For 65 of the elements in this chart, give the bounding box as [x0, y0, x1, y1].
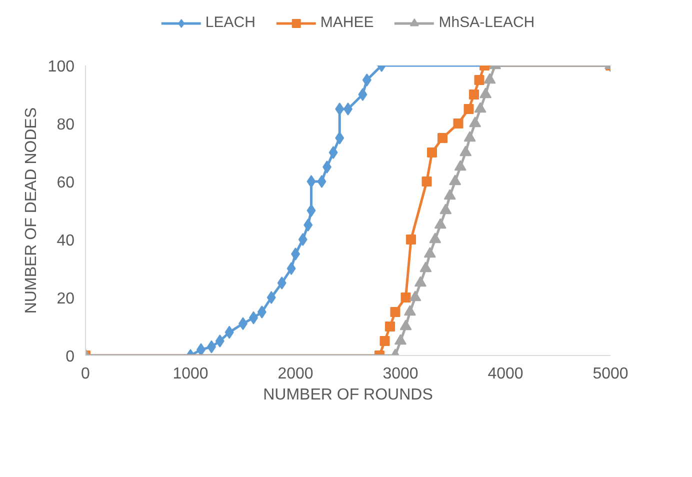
point: [469, 116, 482, 128]
point: [266, 291, 276, 304]
point: [306, 175, 316, 188]
y-tick-label: 40: [56, 232, 75, 250]
point: [400, 320, 412, 330]
point: [424, 247, 436, 258]
point: [469, 90, 479, 100]
point: [406, 234, 416, 244]
point: [390, 307, 400, 317]
point: [380, 336, 390, 346]
x-tick-label: 4000: [488, 366, 524, 382]
point: [358, 88, 368, 101]
point: [328, 146, 338, 159]
point: [429, 232, 442, 244]
point: [394, 334, 406, 345]
x-tick-label: 3000: [382, 366, 418, 382]
y-tick-label: 100: [48, 58, 75, 76]
point: [453, 118, 464, 128]
x-axis-title: NUMBER OF ROUNDS: [263, 386, 433, 404]
point: [304, 218, 313, 232]
y-axis-title: NUMBER OF DEAD NODES: [22, 107, 40, 314]
point: [454, 160, 466, 171]
point: [444, 189, 456, 200]
point: [404, 305, 416, 316]
legend-label: MhSA-LEACH: [438, 14, 535, 31]
point: [277, 276, 286, 290]
point: [257, 306, 266, 318]
y-tick-label: 60: [56, 174, 75, 192]
point: [409, 290, 422, 302]
point: [335, 132, 344, 144]
point: [449, 174, 462, 186]
point: [460, 146, 472, 156]
point: [196, 343, 206, 356]
point: [385, 322, 395, 332]
point: [484, 73, 496, 84]
y-tick-label: 20: [56, 290, 75, 308]
y-tick-label: 0: [66, 348, 75, 366]
point: [298, 233, 308, 246]
point: [414, 276, 426, 287]
point: [474, 102, 486, 113]
point: [464, 104, 474, 114]
point: [422, 176, 432, 186]
point: [362, 74, 372, 86]
point: [480, 88, 492, 98]
point: [306, 204, 316, 217]
y-tick-label: 80: [56, 116, 75, 134]
x-tick-label: 0: [81, 366, 90, 382]
point: [474, 75, 484, 85]
x-tick-label: 2000: [278, 366, 314, 382]
legend-label: LEACH: [205, 14, 256, 31]
point: [420, 262, 432, 272]
point: [434, 218, 446, 229]
point: [440, 204, 452, 214]
point: [286, 262, 296, 275]
x-tick-label: 5000: [592, 366, 628, 382]
point: [335, 102, 344, 116]
point: [400, 292, 411, 302]
x-tick-label: 1000: [172, 366, 208, 382]
point: [438, 133, 448, 143]
point: [215, 334, 224, 348]
point: [427, 148, 437, 158]
point: [224, 326, 234, 339]
legend-label: MAHEE: [320, 14, 374, 31]
point: [317, 175, 326, 188]
point: [464, 131, 476, 142]
